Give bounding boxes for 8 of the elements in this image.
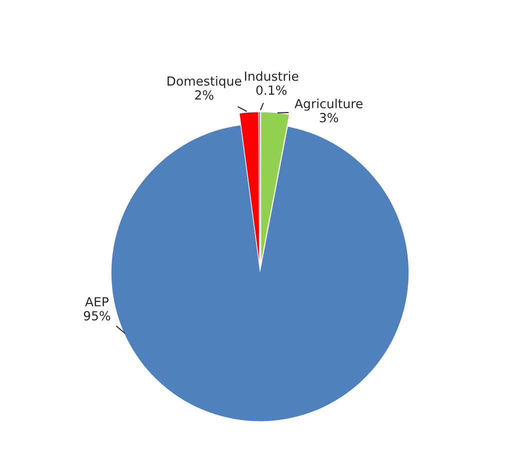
slice-label: Industrie <box>245 71 298 81</box>
data-label: 0.1% <box>256 85 287 95</box>
data-label: 95% <box>84 311 110 320</box>
slice-label: Domestique <box>168 76 242 88</box>
data-label: 2% <box>195 90 214 100</box>
slice-label: Agriculture <box>294 98 363 111</box>
slice-label: AEP <box>85 297 109 306</box>
data-label: 3% <box>320 112 338 122</box>
